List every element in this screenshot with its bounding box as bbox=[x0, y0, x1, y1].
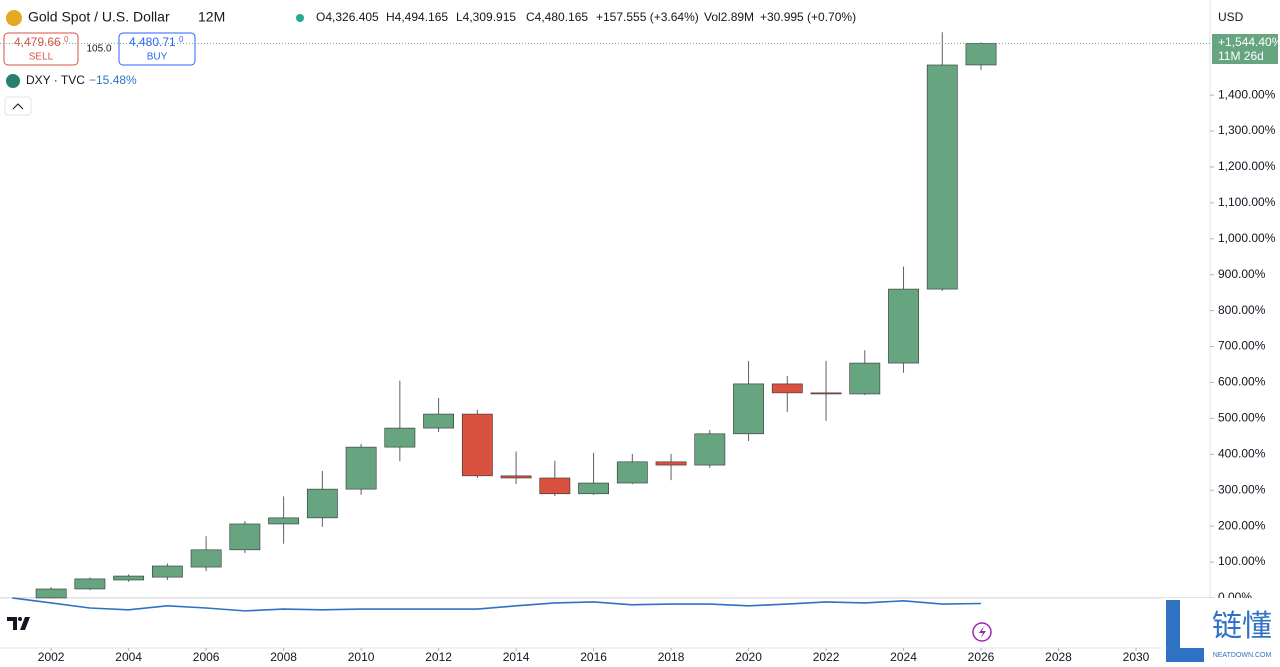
x-tick-label: 2028 bbox=[1045, 650, 1072, 664]
candle-body bbox=[733, 383, 764, 435]
x-tick-label: 2008 bbox=[270, 650, 297, 664]
candle-body bbox=[306, 488, 338, 519]
collapse-icon bbox=[12, 103, 24, 110]
flash-glyph bbox=[979, 626, 986, 638]
brand-sub: NEATDOWN.COM bbox=[1213, 652, 1272, 659]
brand-logo bbox=[1166, 600, 1204, 662]
compare-line bbox=[12, 597, 982, 612]
y-tick-label: 1,200.00% bbox=[1218, 159, 1276, 173]
compare-name: DXY · TVC bbox=[26, 73, 85, 87]
ohlc-low: L4,309.915 bbox=[456, 10, 516, 24]
candle-body bbox=[771, 383, 803, 394]
y-tick-label: 1,300.00% bbox=[1218, 123, 1276, 137]
brand: 链懂 bbox=[1212, 610, 1272, 643]
status-dot bbox=[296, 14, 304, 22]
candle-body bbox=[151, 565, 183, 578]
compare-value: −15.48% bbox=[89, 73, 137, 87]
flash-icon[interactable] bbox=[972, 622, 992, 642]
sell-label: SELL bbox=[29, 52, 54, 63]
symbol: Gold Spot / U.S. Dollar bbox=[28, 9, 170, 25]
y-tick-label: 1,100.00% bbox=[1218, 195, 1276, 209]
x-tick-label: 2012 bbox=[425, 650, 452, 664]
last-price-label: +1,544.40% bbox=[1218, 35, 1280, 49]
candle-body bbox=[500, 475, 532, 479]
sell-button[interactable] bbox=[3, 32, 79, 66]
candle-body bbox=[74, 578, 106, 590]
volume-change: +30.995 (+0.70%) bbox=[760, 10, 856, 24]
ohlc-close: C4,480.165 bbox=[526, 10, 588, 24]
collapse-button[interactable] bbox=[4, 96, 32, 116]
y-tick-label: 500.00% bbox=[1218, 411, 1266, 425]
candle-body bbox=[345, 446, 377, 490]
interval: 12M bbox=[198, 9, 225, 25]
buy-label: BUY bbox=[147, 52, 168, 63]
x-tick-label: 2010 bbox=[348, 650, 375, 664]
x-tick-label: 2018 bbox=[658, 650, 685, 664]
candle-body bbox=[113, 575, 145, 581]
candle-body bbox=[384, 427, 416, 448]
x-tick-label: 2014 bbox=[503, 650, 530, 664]
tv-logo bbox=[7, 617, 30, 630]
candle-body bbox=[694, 433, 726, 466]
y-tick-label: 700.00% bbox=[1218, 339, 1266, 353]
ohlc-high: H4,494.165 bbox=[386, 10, 448, 24]
buy-frac: 0 bbox=[179, 35, 184, 44]
candle-body bbox=[849, 362, 881, 395]
y-tick-label: 900.00% bbox=[1218, 267, 1266, 281]
last-price-box bbox=[1212, 34, 1278, 64]
candle-body bbox=[35, 588, 67, 599]
y-tick-label: 1,400.00% bbox=[1218, 87, 1276, 101]
x-tick-label: 2020 bbox=[735, 650, 762, 664]
volume: Vol2.89M bbox=[704, 10, 754, 24]
candle-body bbox=[539, 477, 571, 495]
candle-body bbox=[926, 64, 958, 290]
candle-body bbox=[655, 461, 687, 466]
x-tick-label: 2006 bbox=[193, 650, 220, 664]
candle-body bbox=[965, 43, 997, 66]
symbol-icon bbox=[6, 10, 22, 26]
y-tick-label: 300.00% bbox=[1218, 482, 1266, 496]
change: +157.555 (+3.64%) bbox=[596, 10, 699, 24]
y-tick-label: 600.00% bbox=[1218, 375, 1266, 389]
candle-body bbox=[810, 392, 842, 395]
sell-price: 4,479.66 bbox=[14, 35, 61, 49]
x-tick-label: 2002 bbox=[38, 650, 65, 664]
candle-body bbox=[190, 549, 222, 568]
candle-body bbox=[616, 461, 648, 484]
candle-body bbox=[888, 288, 919, 364]
compare-icon bbox=[6, 74, 20, 88]
buy-button[interactable] bbox=[118, 32, 196, 66]
y-tick-label: 100.00% bbox=[1218, 554, 1266, 568]
spread: 105.0 bbox=[86, 44, 111, 55]
sell-frac: 0 bbox=[64, 35, 69, 44]
buy-price: 4,480.71 bbox=[129, 35, 176, 49]
y-tick-label: 200.00% bbox=[1218, 518, 1266, 532]
candle-body bbox=[268, 517, 300, 525]
x-tick-label: 2004 bbox=[115, 650, 142, 664]
y-tick-label: 800.00% bbox=[1218, 303, 1266, 317]
candle-body bbox=[461, 413, 493, 477]
y-tick-label: 1,000.00% bbox=[1218, 231, 1276, 245]
x-tick-label: 2024 bbox=[890, 650, 917, 664]
candle-body bbox=[229, 523, 261, 551]
currency[interactable]: USD bbox=[1218, 10, 1244, 24]
candle-body bbox=[578, 482, 609, 495]
countdown: 11M 26d bbox=[1218, 49, 1264, 63]
x-tick-label: 2026 bbox=[968, 650, 995, 664]
x-tick-label: 2016 bbox=[580, 650, 607, 664]
x-tick-label: 2030 bbox=[1123, 650, 1150, 664]
y-tick-label: 400.00% bbox=[1218, 446, 1266, 460]
ohlc-open: O4,326.405 bbox=[316, 10, 379, 24]
candle-body bbox=[423, 413, 455, 429]
x-tick-label: 2022 bbox=[813, 650, 840, 664]
